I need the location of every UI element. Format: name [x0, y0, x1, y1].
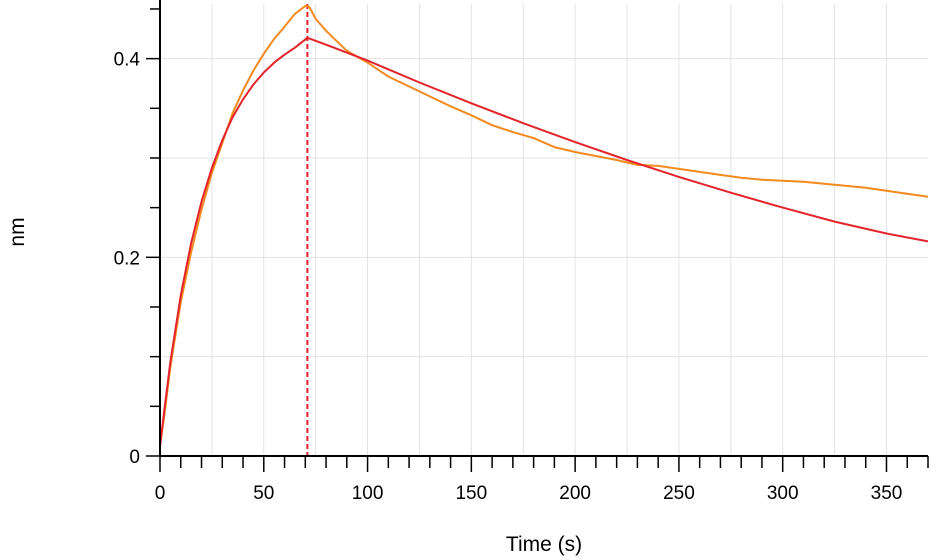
y-axis-title: nm [6, 217, 29, 246]
x-tick-label: 200 [559, 483, 591, 504]
x-tick-label: 50 [253, 483, 274, 504]
y-tick-label: 0 [129, 447, 140, 468]
measured-curve [159, 5, 929, 447]
tick-labels: 0 50 100 150 200 250 300 350 0 0.2 0.4 [114, 50, 903, 504]
x-tick-label: 350 [871, 483, 903, 504]
axes [146, 0, 929, 472]
x-tick-label: 150 [455, 483, 487, 504]
x-tick-label: 0 [155, 483, 166, 504]
fitted-curve [159, 36, 929, 447]
grid-lines [160, 4, 928, 456]
phase-markers [159, 4, 309, 456]
y-tick-label: 0.2 [114, 248, 140, 269]
y-tick-label: 0.4 [114, 50, 141, 71]
x-tick-label: 300 [767, 483, 799, 504]
x-tick-label: 250 [663, 483, 695, 504]
x-axis-title: Time (s) [506, 533, 582, 556]
data-series [159, 5, 929, 447]
x-tick-label: 100 [352, 483, 384, 504]
